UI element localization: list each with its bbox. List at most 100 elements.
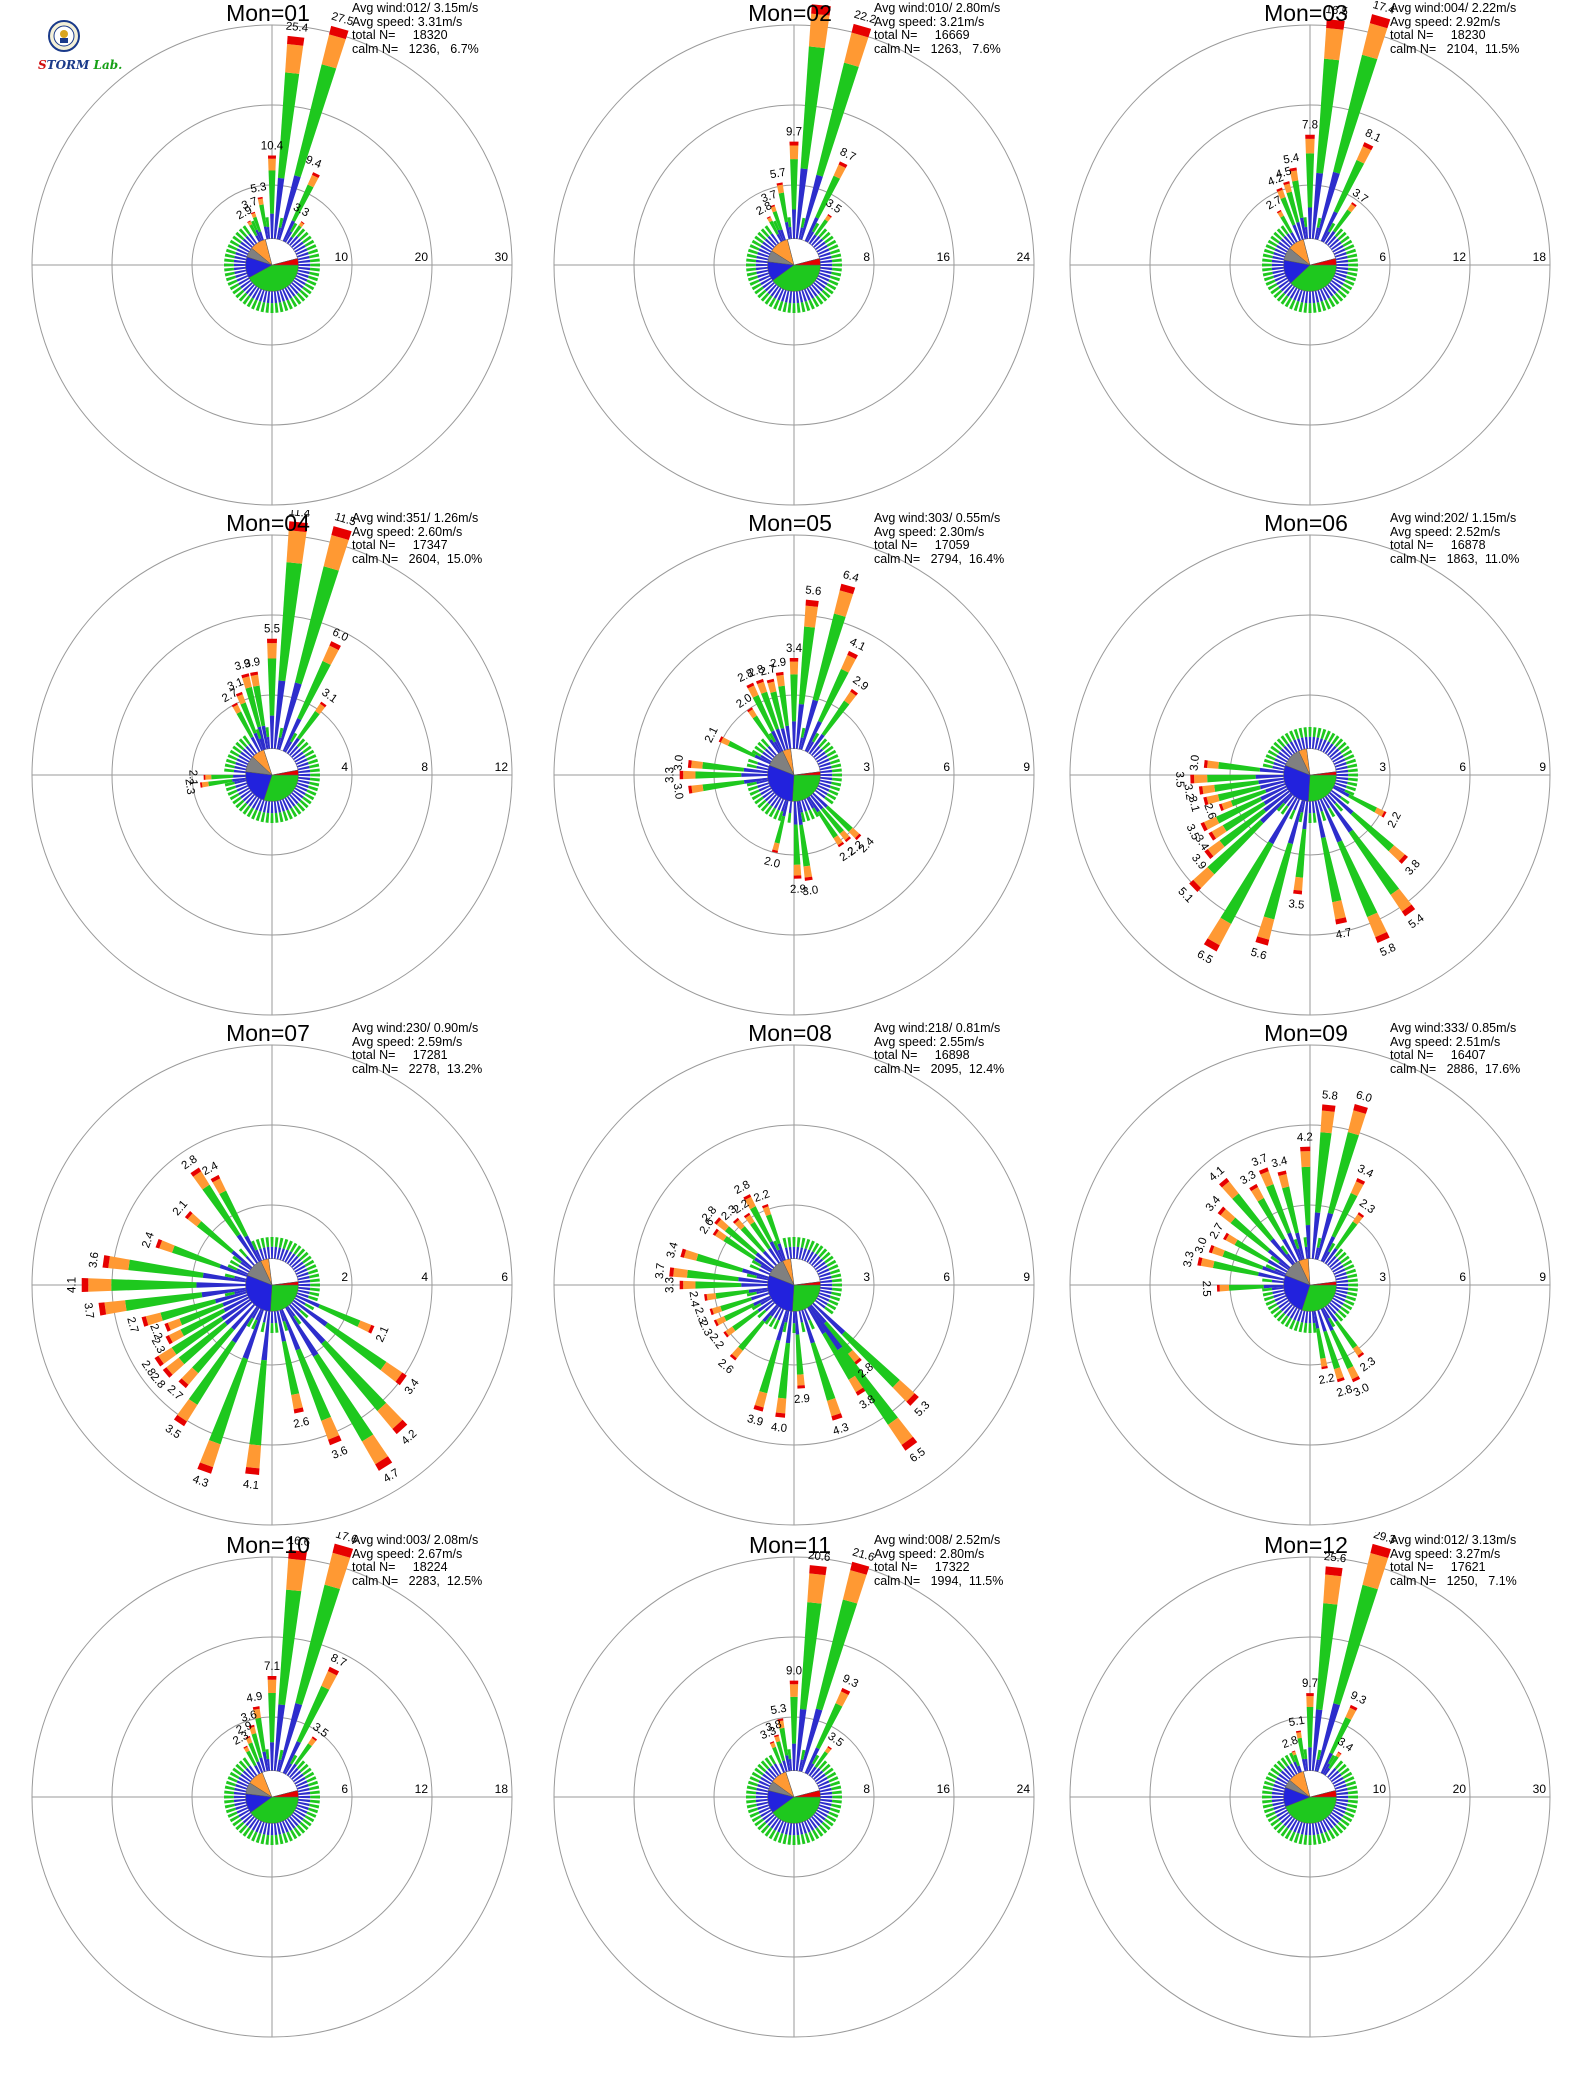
bar-value-label: 2.5 <box>1200 1280 1213 1296</box>
minor-bar-segment <box>1262 253 1273 259</box>
minor-bar-segment <box>1273 231 1283 241</box>
minor-bar-segment <box>813 1814 824 1824</box>
minor-bar-segment <box>757 782 770 788</box>
speed-bin-segment <box>1320 1235 1336 1262</box>
bar-value-label: 4.1 <box>242 1478 259 1492</box>
speed-bin-segment <box>232 777 247 783</box>
minor-bar-segment <box>1303 217 1308 228</box>
calm-pie-slice <box>1309 771 1337 776</box>
minor-bar-segment <box>294 277 306 286</box>
minor-bar-segment <box>1317 1821 1323 1834</box>
bar-value-label: 2.1 <box>703 725 721 745</box>
calm-pie-slice <box>787 238 820 266</box>
minor-bar-segment <box>1335 269 1348 275</box>
speed-bin-segment <box>1329 1717 1352 1755</box>
minor-bar-segment <box>756 269 769 275</box>
bar-value-label: 2.8 <box>732 1179 752 1197</box>
speed-bin-segment <box>286 1558 306 1592</box>
minor-bar-segment <box>270 813 274 823</box>
stat-total-n: total N= 17347 <box>352 538 448 552</box>
speed-bin-segment <box>1293 876 1303 891</box>
minor-bar-segment <box>816 277 828 286</box>
minor-bar-segment <box>770 285 780 297</box>
minor-bar-segment <box>1286 743 1296 755</box>
minor-bar-segment <box>808 1319 815 1330</box>
minor-bar-segment <box>1347 1790 1358 1795</box>
speed-bin-segment <box>1369 14 1391 29</box>
minor-bar-segment <box>235 799 245 809</box>
minor-bar-segment <box>302 1818 312 1827</box>
speed-bin-segment <box>154 1355 164 1367</box>
minor-bar-segment <box>798 1247 804 1260</box>
speed-bin-segment <box>851 23 872 38</box>
minor-bar-segment <box>281 1820 289 1833</box>
minor-bar-segment <box>764 792 775 802</box>
minor-bar-segment <box>242 748 253 758</box>
minor-bar-segment <box>291 1302 302 1312</box>
minor-bar-segment <box>1271 266 1284 271</box>
speed-bin-segment <box>1295 1730 1301 1733</box>
speed-bin-segment <box>753 1295 771 1307</box>
minor-bar-segment <box>1300 290 1306 303</box>
minor-bar-segment <box>1333 274 1346 282</box>
minor-bar-segment <box>1271 263 1284 267</box>
speed-bin-segment <box>1228 1284 1264 1291</box>
speed-bin-segment <box>362 1434 388 1465</box>
stat-avg-speed: Avg speed: 2.59m/s <box>352 1034 463 1049</box>
speed-bin-segment <box>188 1340 236 1405</box>
minor-bar-segment <box>818 252 831 258</box>
minor-bar-segment <box>806 1251 815 1263</box>
speed-bin-segment <box>1348 794 1378 813</box>
bar-value-label: 2.8 <box>1281 1734 1300 1751</box>
minor-bar-segment <box>746 1799 757 1804</box>
minor-bar-segment <box>806 797 815 809</box>
minor-bar-segment <box>309 253 320 259</box>
minor-bar-segment <box>274 302 279 313</box>
minor-bar-segment <box>1329 1302 1340 1312</box>
speed-bin-segment <box>1257 1272 1285 1281</box>
minor-bar-segment <box>306 244 317 251</box>
minor-bar-segment <box>1333 784 1346 792</box>
bar-value-label: 16.5 <box>1325 4 1349 18</box>
minor-bar-segment <box>234 255 247 261</box>
minor-bar-segment <box>824 1306 834 1315</box>
bar-value-label: 8.1 <box>1363 127 1383 145</box>
minor-bar-segment <box>754 1767 764 1776</box>
minor-bar-segment <box>811 1255 821 1266</box>
speed-bin-segment <box>295 1294 320 1308</box>
speed-bin-segment <box>793 824 801 865</box>
bar-value-label: 3.0 <box>671 783 685 801</box>
minor-bar-segment <box>242 282 253 292</box>
minor-bar-segment <box>1263 758 1274 765</box>
minor-bar-segment <box>1329 238 1340 248</box>
speed-bin-segment <box>1200 821 1208 832</box>
speed-bin-segment <box>268 1693 276 1743</box>
minor-bar-segment <box>259 799 265 812</box>
bar-value-label: 4.7 <box>381 1467 401 1486</box>
direction-bars <box>199 521 352 823</box>
minor-bar-segment <box>238 244 250 253</box>
speed-bin-segment <box>1296 1732 1302 1739</box>
speed-bin-segment <box>1302 801 1309 830</box>
bar-value-label: 2.6 <box>292 1416 310 1431</box>
minor-bar-segment <box>236 1780 249 1788</box>
minor-bar-segment <box>266 226 271 239</box>
speed-bin-segment <box>167 1318 183 1331</box>
speed-bin-segment <box>321 1340 387 1411</box>
speed-bin-segment <box>1305 153 1315 208</box>
minor-bar-segment <box>757 231 767 241</box>
speed-bin-segment <box>1334 1221 1358 1250</box>
minor-bar-segment <box>236 1806 249 1814</box>
minor-bar-segment <box>281 288 289 301</box>
speed-bin-segment <box>799 824 811 867</box>
minor-bar-segment <box>1346 1807 1357 1814</box>
speed-bin-segment <box>1203 938 1220 952</box>
speed-bin-segment <box>1324 27 1344 61</box>
bar-value-label: 2.7 <box>759 663 777 679</box>
minor-bar-segment <box>787 217 792 228</box>
minor-bar-segment <box>1347 1291 1358 1297</box>
minor-bar-segment <box>1276 292 1286 302</box>
speed-bin-segment <box>268 170 276 214</box>
minor-bar-segment <box>1328 1754 1336 1765</box>
